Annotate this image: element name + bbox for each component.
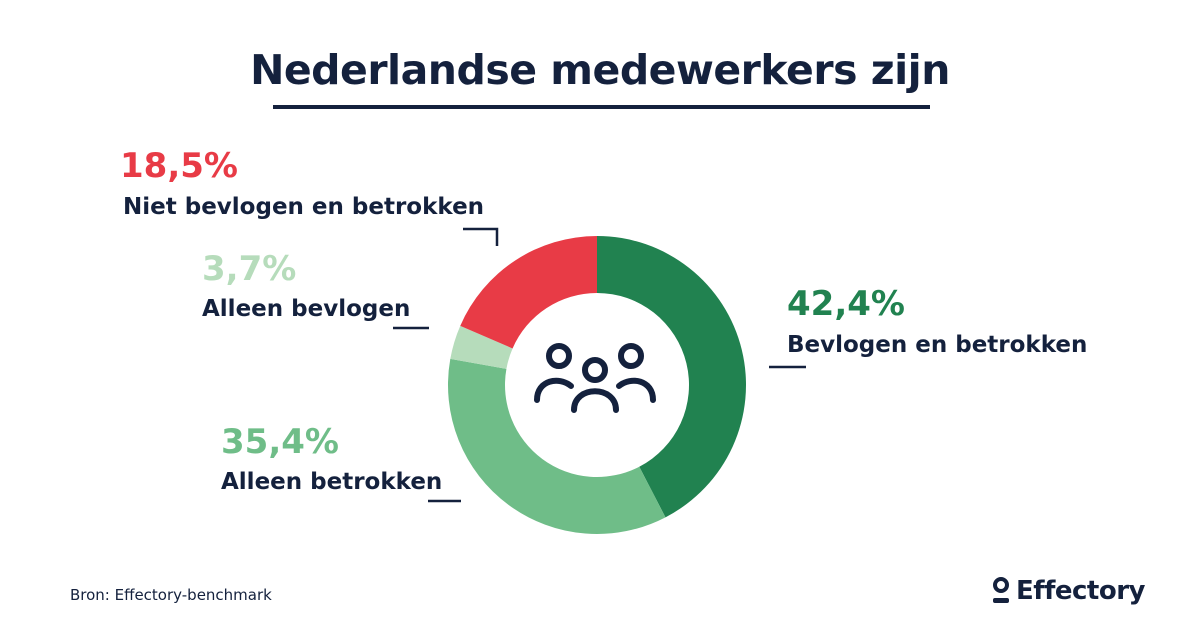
slice-niet-bevlogen	[460, 236, 597, 349]
source-note: Bron: Effectory-benchmark	[70, 586, 272, 604]
effectory-logo: Effectory	[990, 576, 1146, 606]
slice-bevlogen-betrokken	[597, 236, 747, 518]
slice-value-alleen-betrokken: 35,4%	[221, 422, 339, 462]
slice-label-niet-bevlogen: Niet bevlogen en betrokken	[123, 194, 485, 220]
leader-line-niet-bevlogen	[463, 227, 499, 246]
slice-label-alleen-bevlogen: Alleen bevlogen	[202, 296, 411, 322]
chart-title: Nederlandse medewerkers zijn	[250, 46, 950, 94]
effectory-logo-icon	[993, 577, 1009, 603]
slice-label-bevlogen-betrokken: Bevlogen en betrokken	[787, 332, 1088, 358]
slice-label-alleen-betrokken: Alleen betrokken	[221, 469, 443, 495]
slice-alleen-betrokken	[448, 358, 666, 535]
title-underline	[273, 105, 930, 109]
people-group-icon	[534, 343, 656, 413]
logo-text: Effectory	[1016, 576, 1146, 606]
slice-alleen-bevlogen	[450, 325, 513, 369]
slice-value-alleen-bevlogen: 3,7%	[202, 249, 297, 289]
slice-value-bevlogen-betrokken: 42,4%	[787, 284, 905, 324]
slice-value-niet-bevlogen: 18,5%	[120, 146, 238, 186]
